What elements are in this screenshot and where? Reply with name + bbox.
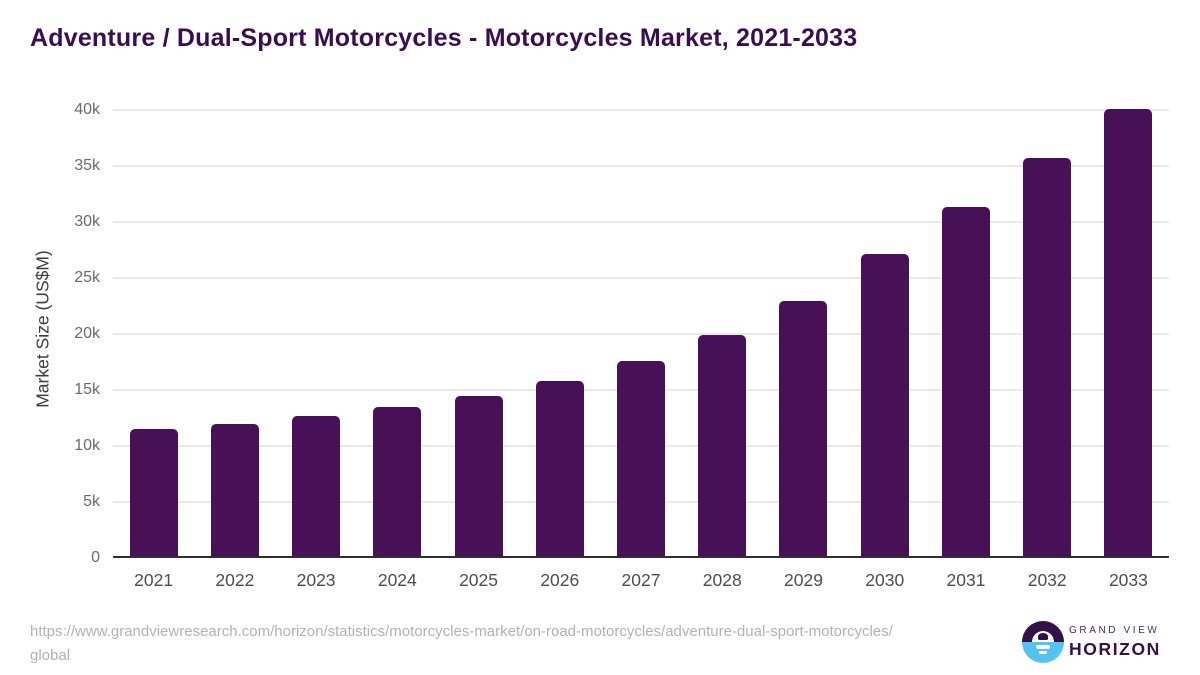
gridline-40k [113, 109, 1169, 111]
gridline-30k [113, 221, 1169, 223]
bar-slot-2024 [357, 110, 438, 556]
x-tick-label-2029: 2029 [784, 570, 823, 590]
bar-slot-2031 [925, 110, 1006, 556]
horizon-sun-icon [1022, 621, 1064, 663]
bar-slot-2025 [438, 110, 519, 556]
bar-slot-2028 [682, 110, 763, 556]
bar-slot-2029 [763, 110, 844, 556]
x-tick-label-2031: 2031 [946, 570, 986, 590]
bar-slot-2023 [275, 110, 356, 556]
bar-slot-2026 [519, 110, 600, 556]
y-tick-label-30k: 30k [74, 213, 100, 230]
plot-area [113, 109, 1169, 558]
bar-2027[interactable] [617, 361, 666, 556]
page-title: Adventure / Dual-Sport Motorcycles - Mot… [30, 24, 858, 52]
bar-slot-2032 [1007, 110, 1088, 556]
x-tick-label-2024: 2024 [377, 570, 417, 590]
gridline-20k [113, 333, 1169, 335]
gridline-25k [113, 277, 1169, 279]
y-tick-label-10k: 10k [74, 437, 100, 454]
y-tick-label-20k: 20k [74, 325, 100, 342]
bar-slot-2022 [194, 110, 275, 556]
x-tick-label-2023: 2023 [296, 570, 336, 590]
y-tick-label-0: 0 [91, 549, 100, 566]
bar-2026[interactable] [535, 381, 584, 556]
bar-2030[interactable] [860, 253, 909, 556]
x-tick-label-2021: 2021 [134, 570, 174, 590]
bar-2022[interactable] [210, 423, 259, 556]
y-tick-label-40k: 40k [74, 101, 100, 118]
source-url-line1: https://www.grandviewresearch.com/horizo… [30, 623, 893, 640]
x-axis-ticks: 2021 2022 2023 2024 2025 2026 2027 2028 2029 2030… [113, 570, 1169, 591]
x-tick-label-2026: 2026 [540, 570, 580, 590]
bar-2023[interactable] [292, 416, 341, 556]
sun-dome-shape [1032, 631, 1054, 642]
reflection-line-1 [1036, 645, 1050, 649]
bar-slot-2027 [600, 110, 681, 556]
bar-2032[interactable] [1023, 158, 1072, 556]
bar-2028[interactable] [698, 335, 747, 556]
bar-slot-2030 [844, 110, 925, 556]
logo-text-grand-view: GRAND VIEW [1069, 624, 1160, 636]
x-tick-label-2032: 2032 [1027, 570, 1067, 590]
bar-2021[interactable] [129, 429, 178, 556]
logo-wordmark: GRAND VIEW HORIZON [1069, 625, 1161, 660]
y-tick-label-5k: 5k [83, 493, 100, 510]
reflection-line-2 [1039, 651, 1047, 654]
bar-2024[interactable] [373, 407, 422, 556]
bar-2025[interactable] [454, 395, 503, 556]
bar-2033[interactable] [1104, 109, 1153, 556]
x-tick-label-2030: 2030 [865, 570, 905, 590]
y-tick-label-35k: 35k [74, 157, 100, 174]
bar-series [113, 109, 1169, 556]
source-url: https://www.grandviewresearch.com/horizo… [30, 620, 893, 668]
bar-slot-2021 [113, 110, 194, 556]
x-tick-label-2022: 2022 [215, 570, 255, 590]
logo-text-horizon: HORIZON [1069, 638, 1161, 659]
y-tick-label-25k: 25k [74, 269, 100, 286]
bar-2031[interactable] [941, 206, 990, 556]
gridline-35k [113, 165, 1169, 167]
source-url-line2: global [30, 647, 71, 664]
x-tick-label-2025: 2025 [459, 570, 499, 590]
grand-view-horizon-logo[interactable]: GRAND VIEW HORIZON [1022, 621, 1161, 663]
bar-2029[interactable] [779, 300, 828, 556]
x-tick-label-2028: 2028 [702, 570, 742, 590]
sun-dome-hole [1038, 633, 1048, 640]
bar-slot-2033 [1088, 109, 1169, 556]
x-tick-label-2033: 2033 [1108, 570, 1148, 590]
y-tick-label-15k: 15k [74, 381, 100, 398]
x-tick-label-2027: 2027 [621, 570, 661, 590]
